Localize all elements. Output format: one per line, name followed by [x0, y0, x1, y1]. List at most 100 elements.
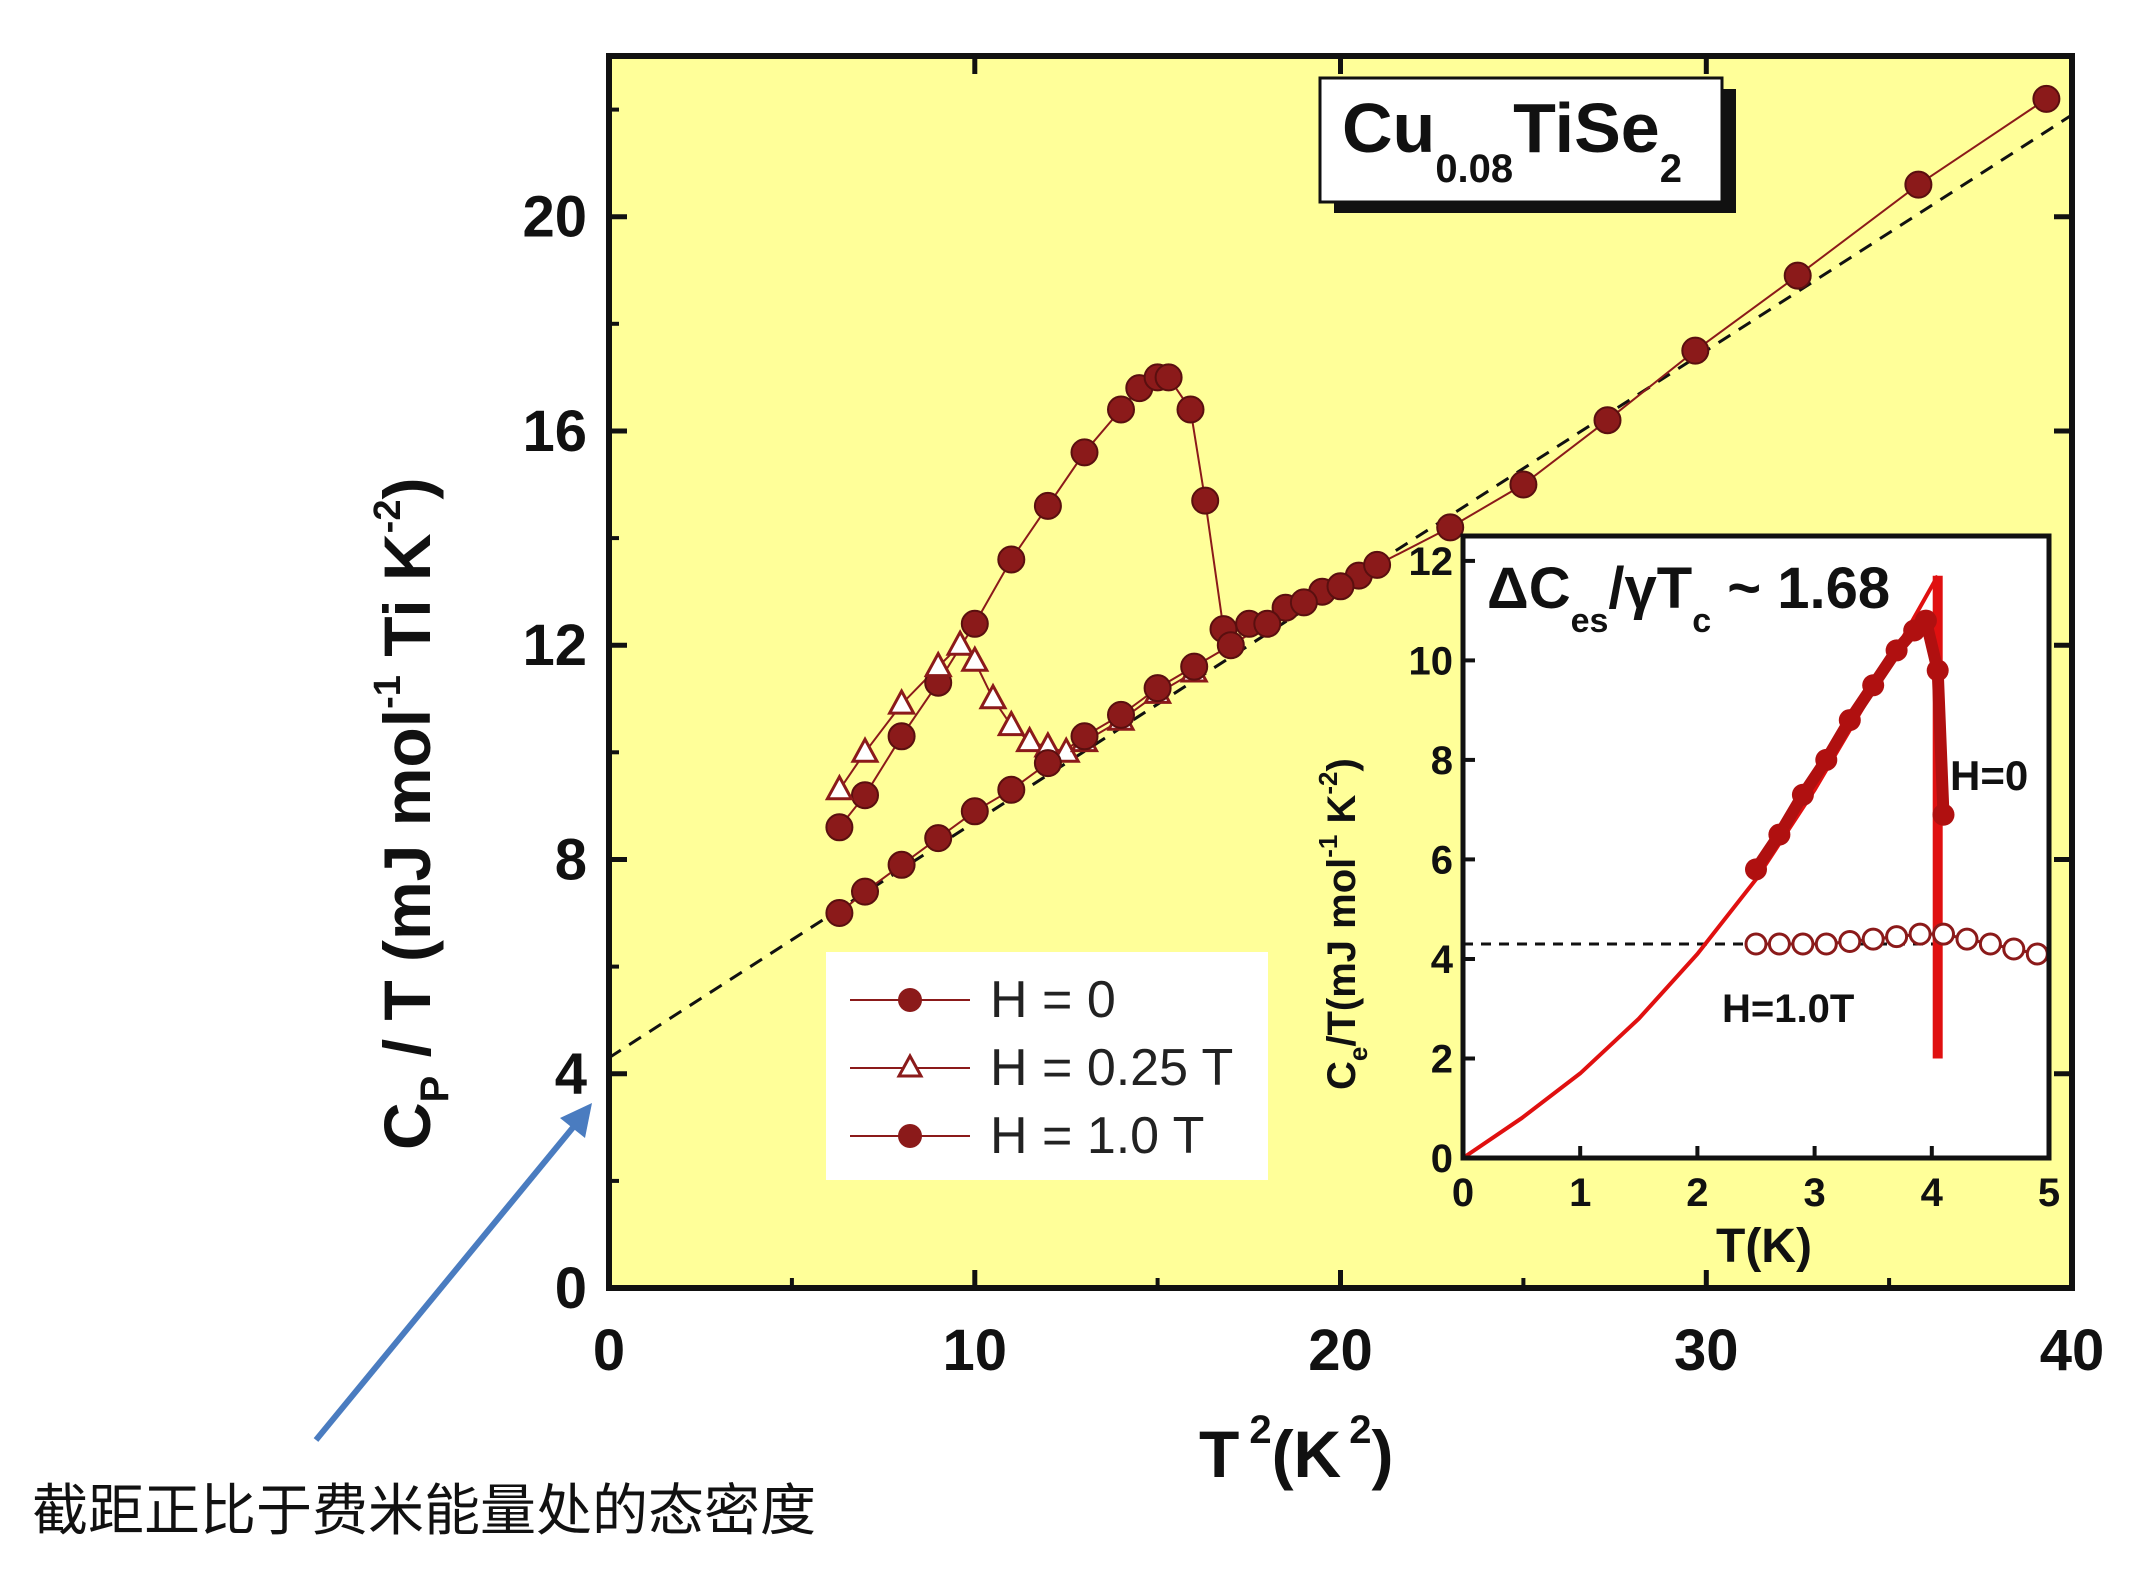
- data-point-s1-8: [1015, 725, 1045, 753]
- inset-title: ΔCes/γTc ~ 1.68: [1487, 556, 1890, 640]
- x-tick-label-0: 0: [593, 1318, 625, 1383]
- x-label-sup1: 2: [1249, 1408, 1271, 1452]
- data-point-s2-17: [1509, 470, 1538, 499]
- y-label-mid: / T (mJ mol: [370, 709, 444, 1076]
- data-point-s2-5: [997, 775, 1026, 804]
- inset-x-tick-label-0: 0: [1452, 1171, 1474, 1215]
- y-tick-label-3: 12: [522, 613, 587, 678]
- data-point-s0-12: [1176, 395, 1205, 424]
- inset-point-s1-2: [1791, 932, 1815, 956]
- inset-y-tick-label-1: 2: [1431, 1038, 1453, 1082]
- data-point-s2-9: [1143, 674, 1172, 703]
- inset-y-tick-label-5: 10: [1409, 639, 1454, 683]
- inset-y-tick-label-0: 0: [1431, 1137, 1453, 1181]
- inset-point-s1-8: [1932, 922, 1955, 946]
- annotation-arrow: [313, 1103, 592, 1442]
- title-base2: TiSe: [1513, 89, 1660, 167]
- inset-y-sup2: -2: [1313, 771, 1343, 794]
- title-sub1: 0.08: [1435, 147, 1513, 191]
- inset-point-s0-8: [1914, 609, 1937, 632]
- x-tick-label-4: 40: [2040, 1318, 2105, 1383]
- y-label-sup2: -2: [367, 500, 409, 534]
- y-tick-label-0: 0: [555, 1256, 587, 1321]
- y-tick-label-4: 16: [522, 399, 587, 464]
- inset-title-a: ΔC: [1487, 556, 1571, 621]
- inset-point-s1-4: [1838, 930, 1862, 953]
- inset-y-sub: e: [1343, 1047, 1373, 1061]
- inset-point-s1-6: [1885, 925, 1909, 949]
- inset-point-s0-10: [1932, 803, 1955, 826]
- inset-point-s1-5: [1861, 927, 1885, 951]
- legend: H = 0 H = 0.25 T H = 1.0 T: [826, 952, 1268, 1180]
- data-point-s0-13: [1191, 486, 1220, 515]
- data-point-s2-20: [1783, 261, 1812, 290]
- data-point-s2-14: [1326, 572, 1355, 601]
- y-label-sub: P: [413, 1076, 457, 1103]
- y-label-close: ): [370, 478, 444, 500]
- data-point-s2-21: [1904, 170, 1933, 199]
- data-point-s2-16: [1436, 513, 1465, 542]
- inset-point-s0-9: [1926, 659, 1949, 682]
- inset-annotation-h1: H=1.0T: [1722, 987, 1854, 1031]
- legend-marker-1: [896, 1052, 924, 1078]
- x-tick-label-3: 30: [1674, 1318, 1739, 1383]
- y-tick-label-1: 4: [555, 1042, 587, 1107]
- inset-y-tick-label-6: 12: [1409, 540, 1454, 584]
- inset-point-s1-3: [1814, 932, 1838, 956]
- y-label-c: C: [370, 1102, 444, 1150]
- data-point-s1-2: [887, 687, 917, 715]
- inset-plot-area: [1463, 536, 2049, 1158]
- data-point-s2-6: [1033, 749, 1062, 778]
- inset-title-b: /γT: [1608, 556, 1692, 621]
- inset-point-s0-6: [1885, 639, 1908, 662]
- data-point-s1-6: [978, 682, 1008, 710]
- inset-point-s1-0: [1744, 932, 1768, 956]
- inset-point-s1-12: [2025, 942, 2049, 966]
- data-point-s0-5: [997, 545, 1026, 574]
- chart-title-box: Cu0.08TiSe2: [1318, 76, 1736, 213]
- inset-point-s0-3: [1815, 748, 1838, 771]
- data-point-s2-8: [1107, 700, 1135, 729]
- x-label-t: T: [1199, 1417, 1239, 1491]
- inset-point-s1-10: [1978, 932, 2002, 956]
- inset-point-s0-2: [1791, 783, 1814, 806]
- data-point-s0-0: [825, 813, 854, 842]
- inset-point-s0-4: [1838, 709, 1861, 732]
- data-point-s2-12: [1253, 609, 1282, 638]
- data-point-s1-1: [850, 736, 880, 763]
- data-point-s1-7: [996, 709, 1026, 737]
- inset-y-mid2: K: [1320, 794, 1364, 834]
- inset-point-s0-0: [1745, 858, 1767, 881]
- inset-annotation-h0: H=0: [1950, 752, 2028, 799]
- title-base1: Cu: [1342, 89, 1435, 167]
- data-point-s2-0: [825, 899, 854, 927]
- legend-label-0: H = 0: [990, 971, 1116, 1029]
- data-point-s0-8: [1107, 395, 1135, 424]
- title-sub2: 2: [1660, 147, 1682, 191]
- annotation-note: 截距正比于费米能量处的态密度: [32, 1479, 816, 1544]
- inset-point-s1-9: [1955, 927, 1979, 951]
- inset-x-axis-label: T(K): [1716, 1220, 1812, 1273]
- data-point-s2-1: [851, 877, 879, 906]
- inset-title-sub1: es: [1571, 602, 1609, 640]
- inset-x-tick-label-2: 2: [1686, 1171, 1708, 1215]
- x-axis-label: T 2(K 2): [1199, 1408, 1393, 1491]
- inset-y-tick-label-3: 6: [1431, 838, 1453, 882]
- data-point-s0-2: [887, 722, 916, 751]
- inset-point-s1-7: [1908, 922, 1932, 946]
- x-tick-label-1: 10: [943, 1318, 1008, 1383]
- inset-x-tick-label-3: 3: [1803, 1171, 1825, 1215]
- inset-x-tick-label-5: 5: [2038, 1171, 2060, 1215]
- x-label-k: (K: [1272, 1417, 1342, 1491]
- data-point-s2-19: [1681, 336, 1710, 365]
- data-point-s2-15: [1363, 550, 1392, 579]
- inset-x-tick-label-1: 1: [1569, 1171, 1591, 1215]
- data-point-s2-3: [924, 824, 953, 853]
- inset-point-s1-11: [2002, 937, 2026, 961]
- legend-label-2: H = 1.0 T: [990, 1107, 1204, 1165]
- inset-title-sub2: c: [1692, 602, 1711, 640]
- main-plot-frame: [606, 53, 2075, 1291]
- data-point-s1-4: [945, 629, 975, 656]
- data-point-s2-13: [1289, 588, 1318, 617]
